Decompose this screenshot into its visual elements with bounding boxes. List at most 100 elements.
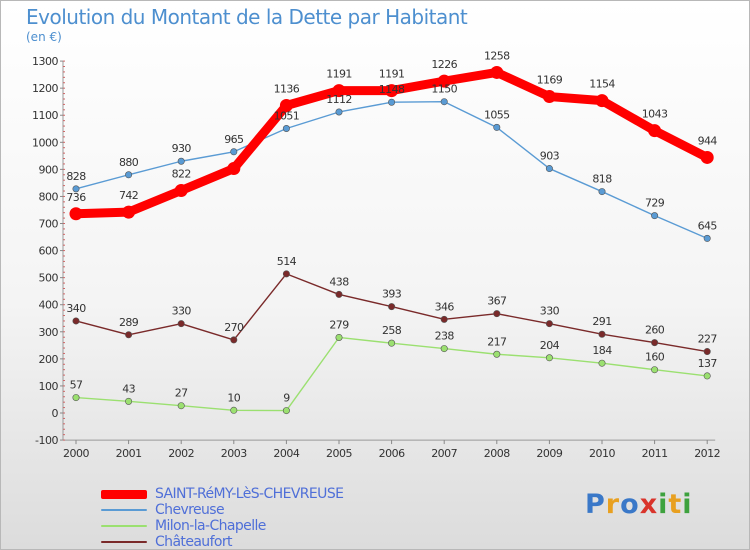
x-tick-label: 2009	[536, 447, 562, 460]
data-label: 217	[487, 335, 507, 348]
data-label: 1112	[326, 93, 352, 106]
data-label: 1150	[431, 83, 457, 96]
y-tick-label: 700	[39, 218, 59, 231]
data-label: 238	[435, 330, 455, 343]
data-point	[545, 354, 553, 362]
data-label: 27	[175, 387, 188, 400]
y-tick-label: 1000	[32, 136, 58, 149]
data-label: 137	[698, 357, 718, 370]
data-label: 9	[283, 392, 290, 405]
data-label: 291	[592, 315, 611, 328]
x-tick-label: 2008	[484, 447, 510, 460]
data-label: 880	[119, 156, 139, 169]
legend-label: Milon-la-Chapelle	[155, 518, 266, 534]
y-tick-label: 1100	[32, 109, 58, 122]
data-point	[227, 162, 241, 176]
data-label: 346	[435, 300, 455, 313]
legend-swatch	[101, 541, 147, 543]
x-tick-label: 2005	[326, 447, 352, 460]
data-label: 227	[698, 333, 718, 346]
data-point	[282, 407, 290, 415]
data-point	[282, 270, 290, 278]
data-point	[598, 330, 606, 338]
legend: SAINT-RéMY-LèS-CHEVREUSE Chevreuse Milon-l…	[101, 486, 344, 550]
data-point	[69, 207, 83, 221]
y-tick-label: 0	[52, 407, 59, 420]
x-tick-label: 2001	[116, 447, 142, 460]
legend-item: Châteaufort	[101, 534, 343, 550]
x-tick-label: 2000	[63, 447, 89, 460]
data-label: 930	[172, 142, 192, 155]
data-point	[282, 124, 290, 132]
data-point	[493, 123, 501, 131]
data-label: 270	[224, 321, 244, 334]
data-point	[72, 317, 80, 325]
data-label: 645	[698, 219, 718, 232]
legend-swatch	[101, 489, 147, 499]
data-point	[545, 165, 553, 173]
data-label: 1055	[484, 108, 510, 121]
data-label: 1043	[642, 108, 668, 121]
data-label: 393	[382, 288, 402, 301]
y-tick-label: 600	[39, 245, 59, 258]
data-point	[72, 394, 80, 402]
series-line-milon-la-chapelle	[75, 336, 708, 412]
data-label: 944	[698, 134, 718, 147]
data-point	[703, 372, 711, 380]
data-label: 903	[540, 150, 560, 163]
x-tick-label: 2002	[168, 447, 194, 460]
data-point	[125, 331, 133, 339]
data-point	[332, 84, 346, 98]
data-point	[174, 183, 188, 197]
data-point	[125, 397, 133, 405]
data-point	[440, 98, 448, 106]
data-label: 184	[592, 344, 612, 357]
data-point	[440, 345, 448, 353]
data-point	[385, 84, 399, 98]
legend-item: SAINT-RéMY-LèS-CHEVREUSE	[101, 486, 344, 502]
data-label: 1169	[537, 74, 563, 87]
data-point	[542, 90, 556, 104]
chart-subtitle: (en €)	[26, 30, 62, 44]
y-tick-label: 100	[39, 380, 59, 393]
data-label: 1136	[274, 82, 300, 95]
data-point	[651, 366, 659, 374]
legend-label: Châteaufort	[155, 534, 233, 550]
legend-label: SAINT-RéMY-LèS-CHEVREUSE	[155, 486, 344, 502]
data-point	[72, 185, 80, 193]
x-tick-label: 2010	[589, 447, 615, 460]
data-point	[493, 310, 501, 318]
data-label: 742	[119, 189, 138, 202]
y-tick-label: 300	[39, 326, 59, 339]
x-tick-label: 2007	[431, 447, 457, 460]
data-label: 729	[645, 197, 665, 210]
data-label: 1226	[431, 58, 457, 71]
data-point	[122, 205, 136, 219]
data-point	[388, 303, 396, 311]
data-label: 1191	[326, 68, 352, 81]
data-label: 1148	[379, 83, 405, 96]
legend-item: Milon-la-Chapelle	[101, 518, 343, 534]
data-point	[437, 74, 451, 88]
data-point	[177, 157, 185, 165]
y-tick-label: -100	[35, 434, 58, 447]
legend-label: Chevreuse	[155, 502, 225, 518]
data-label: 204	[540, 339, 560, 352]
data-point	[651, 339, 659, 347]
data-label: 438	[329, 275, 349, 288]
data-label: 330	[540, 305, 560, 318]
proxiti-logo: Proxiti	[585, 489, 693, 520]
data-label: 1154	[589, 78, 615, 91]
data-label: 160	[645, 351, 665, 364]
data-point	[700, 150, 714, 164]
data-label: 514	[277, 255, 297, 268]
x-tick-label: 2004	[273, 447, 299, 460]
legend-item: Chevreuse	[101, 502, 343, 518]
data-label: 1258	[484, 49, 510, 62]
data-label: 965	[224, 133, 244, 146]
data-label: 57	[70, 379, 83, 392]
data-label: 289	[119, 316, 139, 329]
data-point	[545, 320, 553, 328]
